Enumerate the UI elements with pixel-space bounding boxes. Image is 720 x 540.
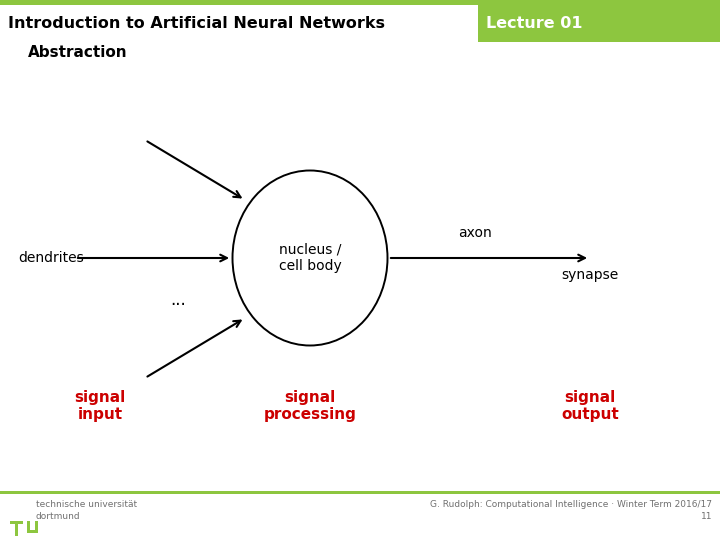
Text: axon: axon <box>458 226 492 240</box>
Bar <box>0 5 720 42</box>
Text: synapse: synapse <box>562 268 618 282</box>
Bar <box>10 521 23 524</box>
Text: signal
processing: signal processing <box>264 390 356 422</box>
Bar <box>478 5 720 42</box>
Text: signal
output: signal output <box>561 390 619 422</box>
Text: Introduction to Artificial Neural Networks: Introduction to Artificial Neural Networ… <box>8 16 385 30</box>
Bar <box>27 521 30 533</box>
Bar <box>15 521 18 536</box>
Text: nucleus /
cell body: nucleus / cell body <box>279 243 341 273</box>
Text: dendrites: dendrites <box>18 251 84 265</box>
Text: G. Rudolph: Computational Intelligence · Winter Term 2016/17
11: G. Rudolph: Computational Intelligence ·… <box>430 500 712 521</box>
Text: technische universität
dortmund: technische universität dortmund <box>36 500 137 521</box>
Text: signal
input: signal input <box>74 390 125 422</box>
Bar <box>0 0 720 5</box>
Bar <box>27 530 38 533</box>
Text: ...: ... <box>170 291 186 309</box>
Ellipse shape <box>233 171 387 346</box>
Bar <box>0 491 720 494</box>
Bar <box>35 521 38 533</box>
Text: Abstraction: Abstraction <box>28 45 127 60</box>
Text: Lecture 01: Lecture 01 <box>486 16 582 30</box>
